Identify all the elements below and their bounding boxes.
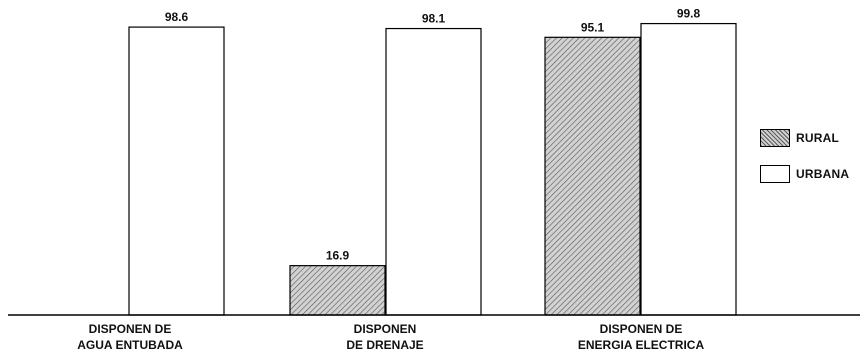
data-label-rural-2: 95.1 — [581, 20, 605, 34]
x-tick-label-1-line-0: DISPONEN — [354, 322, 417, 336]
legend: RURAL URBANA — [760, 128, 860, 200]
x-tick-labels-layer: DISPONEN DE AGUA ENTUBADA DISPONEN DE DRENA… — [77, 322, 704, 352]
bar-urbana-1 — [385, 27, 482, 316]
data-label-rural-1: 16.9 — [326, 249, 350, 263]
bar-rural-1 — [289, 265, 386, 316]
bar-urbana-0 — [128, 26, 225, 316]
x-tick-label-1-line-1: DE DRENAJE — [346, 338, 423, 352]
bar-urbana-2 — [640, 22, 737, 316]
legend-swatch-rural — [760, 129, 790, 147]
data-label-urbana-0: 98.6 — [165, 10, 189, 24]
legend-label-rural: RURAL — [796, 131, 839, 145]
bar-rural-2 — [544, 36, 641, 316]
legend-item-urbana: URBANA — [760, 164, 860, 184]
data-labels-layer: 98.6 16.9 98.1 95.1 99.8 — [165, 7, 701, 263]
legend-item-rural: RURAL — [760, 128, 860, 148]
legend-swatch-urbana — [760, 165, 790, 183]
x-tick-label-0-line-1: AGUA ENTUBADA — [77, 338, 183, 352]
data-label-urbana-2: 99.8 — [677, 7, 701, 21]
bars-layer — [128, 22, 737, 316]
x-tick-label-2-line-0: DISPONEN DE — [600, 322, 683, 336]
x-tick-label-0-line-0: DISPONEN DE — [89, 322, 172, 336]
x-tick-label-2-line-1: ENERGIA ELECTRICA — [578, 338, 705, 352]
legend-label-urbana: URBANA — [796, 167, 850, 181]
data-label-urbana-1: 98.1 — [422, 12, 446, 26]
